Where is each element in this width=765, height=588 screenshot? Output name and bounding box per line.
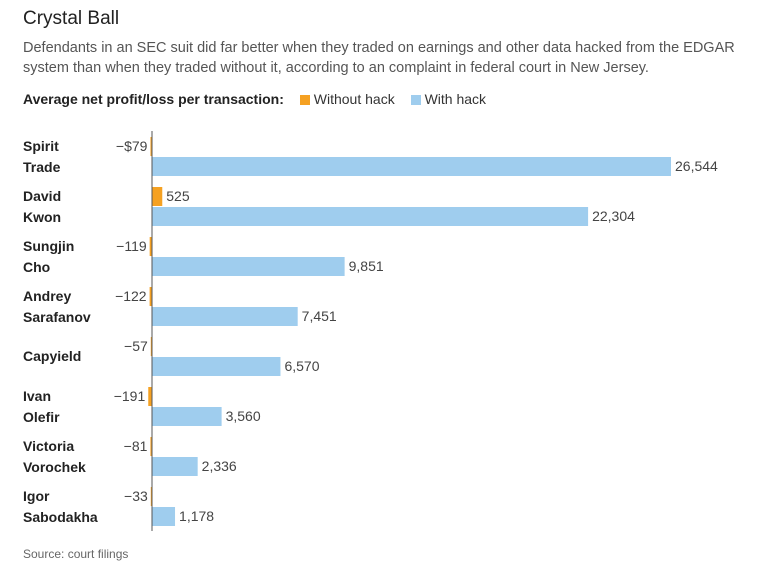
- category-label-line: Trade: [23, 159, 61, 175]
- value-label-with-hack: 9,851: [349, 258, 384, 274]
- bar-without-hack: [150, 487, 152, 506]
- bar-with-hack: [152, 357, 281, 376]
- value-label-without-hack: 525: [166, 188, 190, 204]
- bar-without-hack: [150, 337, 152, 356]
- category-label-line: Cho: [23, 259, 50, 275]
- bar-without-hack: [149, 287, 152, 306]
- source-note: Source: court filings: [23, 547, 129, 561]
- legend-label-without-hack: Without hack: [313, 91, 395, 107]
- category-label-line: David: [23, 188, 61, 204]
- chart-subtitle: Defendants in an SEC suit did far better…: [23, 40, 735, 76]
- legend-label-with-hack: With hack: [424, 91, 487, 107]
- legend-lead: Average net profit/loss per transaction:: [23, 91, 284, 107]
- category-label-line: Sungjin: [23, 238, 74, 254]
- bar-with-hack: [152, 157, 671, 176]
- category-label-line: Igor: [23, 488, 50, 504]
- category-label-line: Vorochek: [23, 459, 86, 475]
- category-label: Capyield: [23, 348, 81, 364]
- bar-with-hack: [152, 257, 345, 276]
- value-label-without-hack: −57: [124, 338, 148, 354]
- bar-with-hack: [152, 407, 222, 426]
- value-label-with-hack: 7,451: [302, 308, 337, 324]
- legend-swatch-without-hack: [299, 95, 310, 105]
- bar-without-hack: [152, 187, 163, 206]
- value-label-without-hack: −119: [116, 238, 147, 254]
- category-label-line: Sarafanov: [23, 309, 91, 325]
- value-label-with-hack: 1,178: [179, 508, 214, 524]
- bar-with-hack: [152, 507, 176, 526]
- value-label-without-hack: −122: [115, 288, 147, 304]
- bar-without-hack: [150, 137, 152, 156]
- value-label-without-hack: −191: [114, 388, 146, 404]
- category-label: Igor Sabodakha: [23, 488, 98, 525]
- legend: Average net profit/loss per transaction:…: [23, 91, 486, 107]
- category-label: Victoria Vorochek: [23, 438, 86, 475]
- bar-without-hack: [149, 237, 152, 256]
- value-label-with-hack: 3,560: [226, 408, 261, 424]
- value-label-without-hack: −$79: [116, 138, 148, 154]
- value-label-with-hack: 26,544: [675, 158, 718, 174]
- bar-with-hack: [152, 307, 298, 326]
- category-label-line: Spirit: [23, 138, 59, 154]
- category-label-line: Ivan: [23, 388, 51, 404]
- legend-item-without-hack: Without hack: [299, 91, 399, 107]
- bar-without-hack: [150, 437, 152, 456]
- category-label-line: Victoria: [23, 438, 74, 454]
- category-label: Spirit Trade: [23, 138, 61, 175]
- legend-item-with-hack: With hack: [410, 91, 487, 107]
- category-label: Sungjin Cho: [23, 238, 74, 275]
- category-label-line: Kwon: [23, 209, 61, 225]
- category-label: David Kwon: [23, 188, 61, 225]
- category-label-line: Andrey: [23, 288, 71, 304]
- legend-swatch-with-hack: [410, 95, 421, 105]
- chart-title: Crystal Ball: [23, 8, 120, 29]
- bar-with-hack: [152, 207, 589, 226]
- category-label-line: Sabodakha: [23, 509, 98, 525]
- category-label-line: Olefir: [23, 409, 60, 425]
- category-label: Ivan Olefir: [23, 388, 60, 425]
- category-label: Andrey Sarafanov: [23, 288, 91, 325]
- value-label-without-hack: −33: [124, 488, 148, 504]
- value-label-with-hack: 6,570: [284, 358, 319, 374]
- bar-without-hack: [148, 387, 152, 406]
- value-label-without-hack: −81: [124, 438, 148, 454]
- value-label-with-hack: 22,304: [592, 208, 635, 224]
- value-label-with-hack: 2,336: [202, 458, 237, 474]
- bar-with-hack: [152, 457, 198, 476]
